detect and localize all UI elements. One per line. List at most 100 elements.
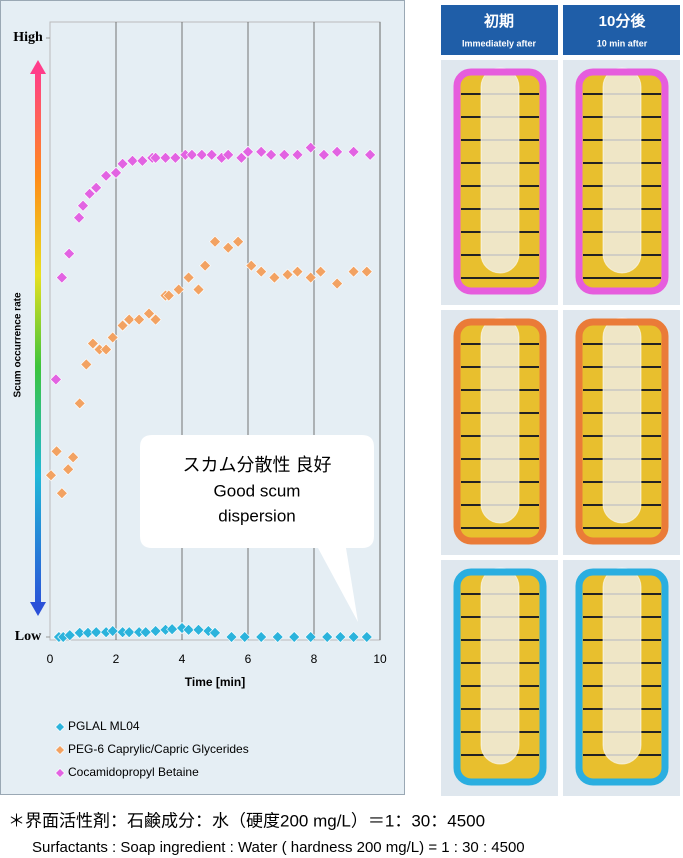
x-tick-label: 0: [47, 652, 54, 666]
data-point: [55, 271, 68, 284]
data-point: [360, 631, 373, 643]
photo-frame: [575, 68, 669, 295]
gradient-arrow: [35, 70, 41, 610]
photo-frame: [453, 568, 547, 786]
legend-label: PEG-6 Caprylic/Capric Glycerides: [68, 742, 249, 756]
y-tick-label: High: [13, 30, 43, 45]
data-point: [182, 271, 195, 284]
test-tube: [480, 567, 520, 765]
data-point: [192, 623, 205, 636]
data-point: [50, 373, 62, 386]
legend-label: PGLAL ML04: [68, 719, 140, 733]
data-point: [281, 268, 294, 281]
data-point: [321, 631, 334, 643]
column-subtitle: Immediately after: [462, 38, 537, 48]
chart-panel: [0, 0, 405, 795]
data-point: [143, 307, 155, 320]
data-point: [255, 145, 268, 158]
data-point: [169, 151, 182, 164]
data-point: [288, 631, 301, 643]
data-point: [62, 463, 75, 476]
legend-label: Cocamidopropyl Betaine: [68, 765, 199, 779]
data-point: [86, 337, 99, 350]
data-point: [172, 283, 185, 296]
data-point: [347, 631, 360, 643]
data-point: [139, 626, 152, 639]
legend-marker: [55, 722, 65, 732]
y-axis-label: Scum occurrence rate: [13, 292, 24, 397]
data-point: [90, 181, 103, 194]
data-point: [347, 265, 360, 278]
test-tube: [480, 317, 520, 524]
data-point: [136, 154, 149, 167]
x-tick-label: 6: [245, 652, 252, 666]
photo-frame: [453, 68, 547, 295]
legend: PGLAL ML04 PEG-6 Caprylic/Capric Glycerid…: [55, 719, 249, 779]
data-point: [304, 631, 317, 643]
data-point: [100, 169, 113, 182]
data-point: [106, 625, 119, 637]
data-point: [331, 277, 344, 290]
column-header: [441, 5, 558, 55]
data-point: [55, 487, 68, 500]
data-point: [331, 145, 344, 158]
data-point: [83, 187, 96, 200]
data-point: [304, 271, 317, 284]
y-tick-label: Low: [15, 629, 42, 644]
data-point: [222, 148, 235, 161]
x-tick-label: 4: [179, 652, 186, 666]
data-point: [360, 265, 373, 278]
data-point: [63, 629, 76, 642]
photo-panel: [441, 5, 680, 796]
data-point: [209, 626, 221, 639]
data-point: [73, 626, 86, 639]
data-point: [222, 241, 235, 254]
data-point: [317, 148, 330, 161]
data-point: [238, 631, 251, 643]
data-point: [50, 445, 63, 458]
test-tube: [602, 567, 642, 765]
data-point: [63, 247, 76, 260]
data-point: [255, 631, 268, 643]
plot: 0 2 4 6 8 10 Low High: [13, 22, 387, 666]
data-point: [73, 211, 85, 224]
data-point: [364, 148, 377, 161]
data-point: [314, 265, 327, 278]
x-axis-label: Time [min]: [185, 675, 245, 689]
photo-frame: [575, 318, 669, 545]
data-point: [166, 623, 179, 636]
data-point: [123, 626, 136, 639]
data-point: [162, 289, 175, 302]
photo-frame: [453, 318, 547, 545]
data-point: [347, 145, 360, 158]
data-point: [126, 154, 139, 167]
data-point: [291, 265, 304, 278]
column-header: [563, 5, 680, 55]
footnote: Surfactants : Soap ingredient : Water ( …: [32, 839, 525, 856]
column-title: 初期: [484, 12, 514, 30]
data-point: [245, 259, 258, 272]
data-point: [73, 397, 86, 410]
data-point: [291, 148, 304, 161]
column-title: 10分後: [599, 12, 647, 30]
test-tube: [602, 317, 642, 524]
test-tube: [602, 67, 642, 274]
data-point: [265, 148, 278, 161]
data-point: [304, 141, 317, 154]
callout-text: スカム分散性 良好: [182, 455, 331, 475]
data-point: [334, 631, 347, 643]
data-point: [268, 271, 281, 284]
legend-marker: [55, 745, 65, 755]
data-point: [149, 151, 162, 164]
data-point: [45, 469, 57, 482]
callout-bubble: [140, 435, 374, 622]
data-point: [235, 151, 248, 164]
data-point: [195, 148, 208, 161]
data-point: [199, 259, 212, 272]
data-point: [182, 623, 195, 636]
arrow-head: [30, 602, 46, 616]
data-point: [116, 157, 129, 170]
legend-marker: [55, 768, 65, 778]
data-point: [90, 626, 103, 639]
